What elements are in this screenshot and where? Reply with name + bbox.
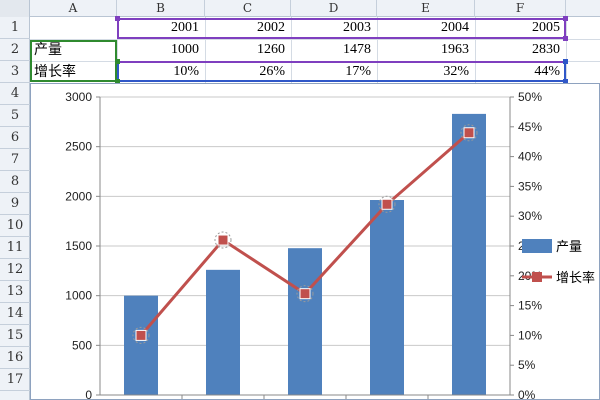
chart-y-axis: 0 500 1000 1500 2000 2500 3000 — [65, 90, 101, 400]
cell-e1[interactable]: 2004 — [441, 20, 469, 35]
y-tick-label: 1000 — [65, 289, 92, 303]
cell-e3[interactable]: 32% — [443, 64, 469, 79]
cell-c3[interactable]: 26% — [259, 64, 285, 79]
y2-tick-label: 35% — [518, 179, 542, 193]
bar-2004[interactable] — [370, 200, 404, 395]
column-header-e[interactable]: E — [377, 0, 475, 17]
bar-2001[interactable] — [124, 295, 158, 395]
legend-swatch-marker — [532, 272, 542, 282]
row-header-1[interactable]: 1 — [0, 17, 30, 39]
cell-c1[interactable]: 2002 — [257, 20, 285, 35]
row-header-8[interactable]: 8 — [0, 171, 30, 193]
y2-tick-label: 0% — [518, 388, 536, 400]
y-tick-label: 2000 — [65, 189, 92, 203]
cell-a2[interactable]: 产量 — [34, 42, 62, 58]
column-header-f[interactable]: F — [475, 0, 566, 17]
column-header-c[interactable]: C — [205, 0, 291, 17]
column-header-a[interactable]: A — [30, 0, 117, 17]
cell-e2[interactable]: 1963 — [441, 42, 469, 57]
point-selection-handle — [378, 195, 396, 213]
y2-tick-label: 30% — [518, 209, 542, 223]
point-2003[interactable] — [299, 288, 311, 300]
point-selection-handle — [214, 231, 232, 249]
range-handle[interactable] — [115, 16, 120, 21]
cell-f1[interactable]: 2005 — [532, 20, 560, 35]
range-handle[interactable] — [563, 59, 568, 64]
row-header-7[interactable]: 7 — [0, 149, 30, 171]
row-header-13[interactable]: 13 — [0, 281, 30, 303]
point-selection-handle — [132, 326, 150, 344]
y2-tick-label: 5% — [518, 358, 536, 372]
range-handle[interactable] — [115, 59, 120, 64]
y2-tick-label: 15% — [518, 299, 542, 313]
bar-2002[interactable] — [206, 269, 240, 395]
legend-label-output: 产量 — [556, 240, 582, 255]
range-handle[interactable] — [563, 79, 568, 84]
range-handle[interactable] — [115, 79, 120, 84]
row-header-2[interactable]: 2 — [0, 39, 30, 61]
cell-f2[interactable]: 2830 — [532, 42, 560, 57]
row-header-6[interactable]: 6 — [0, 127, 30, 149]
row-header-3[interactable]: 3 — [0, 61, 30, 83]
row-header-10[interactable]: 10 — [0, 215, 30, 237]
y-tick-label: 2500 — [65, 140, 92, 154]
series-name-range-highlight — [30, 40, 117, 82]
y-tick-label: 1500 — [65, 239, 92, 253]
cell-b2[interactable]: 1000 — [171, 42, 199, 57]
row-header-14[interactable]: 14 — [0, 303, 30, 325]
category-range-highlight — [117, 18, 566, 39]
range-handle[interactable] — [563, 16, 568, 21]
row-header-16[interactable]: 16 — [0, 347, 30, 369]
legend-label-growth: 增长率 — [556, 270, 595, 286]
column-header-b[interactable]: B — [117, 0, 205, 17]
row-header-bar — [0, 17, 30, 400]
bar-2005[interactable] — [452, 113, 486, 396]
row-header-15[interactable]: 15 — [0, 325, 30, 347]
y2-tick-label: 10% — [518, 328, 542, 342]
row-header-12[interactable]: 12 — [0, 259, 30, 281]
cell-b1[interactable]: 2001 — [171, 20, 199, 35]
y-tick-label: 3000 — [65, 90, 92, 104]
point-selection-handle — [296, 285, 314, 303]
cell-f3[interactable]: 44% — [534, 64, 560, 79]
point-2005[interactable] — [463, 127, 475, 139]
chart-line — [132, 124, 478, 344]
y2-tick-label: 50% — [518, 90, 542, 104]
column-header-d[interactable]: D — [291, 0, 377, 17]
legend-swatch-bar — [522, 239, 552, 253]
row-header-17[interactable]: 17 — [0, 369, 30, 391]
cell-c2[interactable]: 1260 — [257, 42, 285, 57]
y-tick-label: 0 — [85, 388, 92, 400]
range-handle[interactable] — [563, 36, 568, 41]
point-2001[interactable] — [135, 329, 147, 341]
chart-bars — [124, 113, 486, 399]
row-header-5[interactable]: 5 — [0, 105, 30, 127]
y-tick-label: 500 — [72, 338, 92, 352]
cell-b3[interactable]: 10% — [173, 64, 199, 79]
y2-tick-label: 40% — [518, 150, 542, 164]
row-header-11[interactable]: 11 — [0, 237, 30, 259]
point-2002[interactable] — [217, 234, 229, 246]
column-header-bar — [0, 0, 600, 17]
y2-tick-label: 45% — [518, 120, 542, 134]
cell-a3[interactable]: 增长率 — [34, 64, 76, 80]
cell-d3[interactable]: 17% — [345, 64, 371, 79]
point-2004[interactable] — [381, 198, 393, 210]
cell-d1[interactable]: 2003 — [343, 20, 371, 35]
select-all-corner[interactable] — [0, 0, 30, 17]
point-selection-handle — [460, 124, 478, 142]
row-header-4[interactable]: 4 — [0, 83, 30, 105]
bar-2003[interactable] — [288, 248, 322, 395]
value-range-highlight — [117, 61, 566, 82]
row-header-9[interactable]: 9 — [0, 193, 30, 215]
cell-d2[interactable]: 1478 — [343, 42, 371, 57]
